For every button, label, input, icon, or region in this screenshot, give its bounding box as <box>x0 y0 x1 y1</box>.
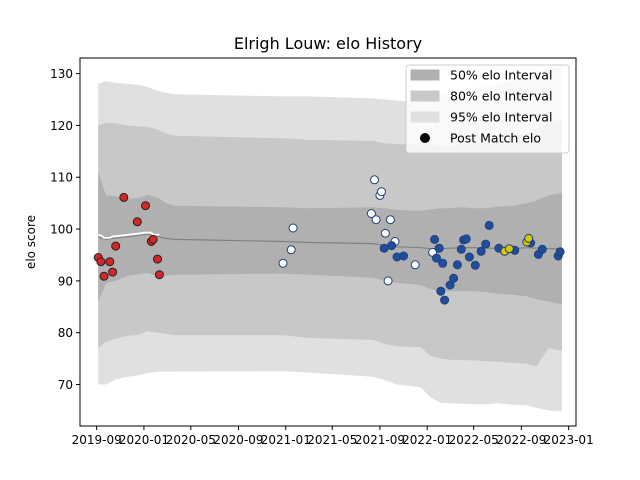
data-point <box>366 209 376 218</box>
data-point <box>111 241 121 251</box>
x-tick-label: 2021-05 <box>307 433 357 447</box>
data-point <box>464 252 474 262</box>
data-point <box>385 215 395 225</box>
x-tick-label: 2020-09 <box>213 433 263 447</box>
legend-label: 80% elo Interval <box>450 89 552 104</box>
data-point <box>438 258 448 268</box>
early-mean-highlight <box>98 231 160 239</box>
data-point <box>108 267 118 277</box>
legend-label: Post Match elo <box>450 131 541 146</box>
data-point <box>383 276 393 286</box>
x-tick-label: 2021-09 <box>355 433 405 447</box>
y-axis: 70 80 90 100 110 120 130 <box>50 67 80 392</box>
data-point <box>379 243 389 253</box>
data-point <box>410 260 420 270</box>
data-point <box>286 245 296 255</box>
data-point <box>504 244 514 254</box>
x-tick-label: 2019-09 <box>72 433 122 447</box>
y-tick-label: 80 <box>58 326 73 340</box>
data-point <box>105 257 115 267</box>
x-tick-label: 2021-01 <box>261 433 311 447</box>
data-point <box>370 175 379 185</box>
data-point <box>476 246 486 256</box>
chart-title: Elrigh Louw: elo History <box>234 34 422 53</box>
legend-swatch <box>410 69 440 81</box>
y-tick-label: 70 <box>58 378 73 392</box>
data-point <box>449 273 459 283</box>
legend-label: 50% elo Interval <box>450 68 552 83</box>
y-tick-label: 110 <box>50 171 73 185</box>
data-point <box>96 257 106 267</box>
y-tick-label: 120 <box>50 119 73 133</box>
y-axis-label: elo score <box>24 215 38 269</box>
data-point <box>432 253 441 263</box>
x-tick-label: 2022-09 <box>496 433 546 447</box>
data-point <box>132 217 142 227</box>
x-tick-label: 2020-05 <box>166 433 216 447</box>
post-match-points <box>93 175 565 305</box>
data-point <box>387 241 397 251</box>
legend-marker <box>420 133 430 143</box>
data-point <box>434 243 444 253</box>
data-point <box>288 223 298 233</box>
data-point <box>537 244 547 254</box>
data-point <box>377 187 386 197</box>
y-tick-label: 130 <box>50 67 73 81</box>
x-axis: 2019-092020-012020-052020-092021-012021-… <box>72 426 594 447</box>
legend-swatch <box>410 111 440 123</box>
data-point <box>470 260 480 270</box>
data-point <box>119 192 129 202</box>
x-tick-label: 2022-01 <box>402 433 452 447</box>
data-point <box>430 234 440 244</box>
plot-frame <box>79 57 577 427</box>
x-tick-label: 2022-05 <box>449 433 499 447</box>
data-point <box>524 233 534 243</box>
data-point <box>153 254 162 264</box>
legend-box <box>405 64 570 154</box>
data-point <box>555 247 565 257</box>
legend-label: 95% elo Interval <box>450 110 552 125</box>
data-point <box>371 215 381 225</box>
data-point <box>461 234 471 244</box>
data-point <box>452 260 462 270</box>
x-tick-label: 2023-01 <box>544 433 594 447</box>
data-point <box>456 244 466 254</box>
legend-swatch <box>410 90 440 102</box>
x-tick-label: 2020-01 <box>119 433 169 447</box>
y-tick-label: 90 <box>58 274 73 288</box>
data-point <box>399 251 409 261</box>
data-point <box>141 201 150 211</box>
data-point <box>380 228 390 238</box>
legend: 50% elo Interval 80% elo Interval 95% elo … <box>405 64 570 154</box>
data-point <box>154 270 164 280</box>
data-point <box>481 239 491 249</box>
data-point <box>440 295 450 305</box>
y-tick-label: 100 <box>50 223 73 237</box>
data-point <box>148 234 158 244</box>
band-50-interval <box>98 172 562 305</box>
data-point <box>99 271 109 281</box>
data-point <box>484 220 494 230</box>
data-point <box>436 286 446 296</box>
data-point <box>278 258 288 268</box>
